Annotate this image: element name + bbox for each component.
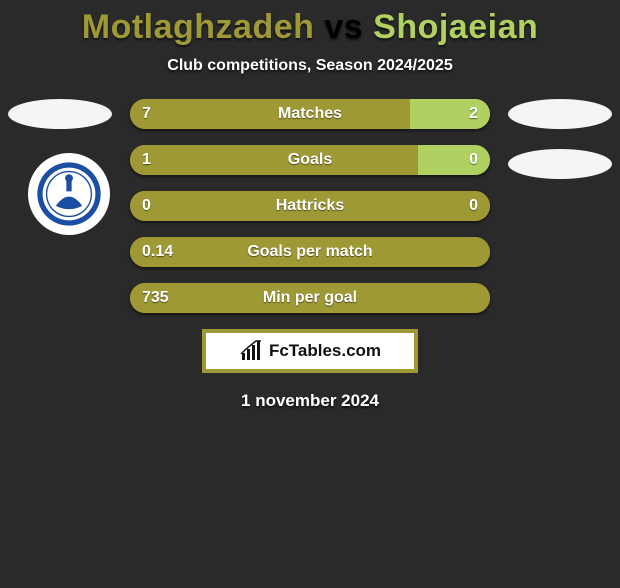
player-a-avatar-placeholder: [8, 99, 112, 129]
club-b-avatar-placeholder: [508, 149, 612, 179]
brand-text: FcTables.com: [269, 341, 381, 361]
snapshot-date: 1 november 2024: [0, 391, 620, 411]
stat-label: Matches: [130, 99, 490, 129]
vs-separator: vs: [314, 8, 373, 46]
stat-bars: 72Matches 10Goals 00Hattricks 0.14Goals per…: [130, 99, 490, 313]
subtitle: Club competitions, Season 2024/2025: [0, 57, 620, 75]
player-b-name: Shojaeian: [373, 8, 538, 46]
stat-label: Goals per match: [130, 237, 490, 267]
stat-row: 72Matches: [130, 99, 490, 129]
stat-row: 735Min per goal: [130, 283, 490, 313]
club-crest-icon: [36, 161, 102, 227]
stat-row: 0.14Goals per match: [130, 237, 490, 267]
player-b-avatar-placeholder: [508, 99, 612, 129]
stat-row: 00Hattricks: [130, 191, 490, 221]
page-title: Motlaghzadeh vs Shojaeian: [0, 8, 620, 47]
bar-chart-icon: [239, 339, 263, 363]
club-a-badge: [28, 153, 110, 235]
comparison-stage: 72Matches 10Goals 00Hattricks 0.14Goals per…: [0, 99, 620, 313]
brand-badge: FcTables.com: [202, 329, 418, 373]
stat-label: Goals: [130, 145, 490, 175]
player-a-name: Motlaghzadeh: [82, 8, 315, 46]
stat-row: 10Goals: [130, 145, 490, 175]
stat-label: Min per goal: [130, 283, 490, 313]
stat-label: Hattricks: [130, 191, 490, 221]
